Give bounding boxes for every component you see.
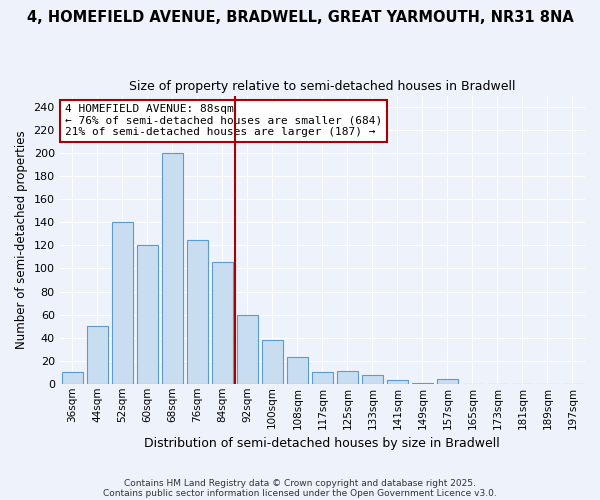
Bar xyxy=(337,371,358,384)
Bar xyxy=(236,314,258,384)
Bar xyxy=(62,372,83,384)
Bar xyxy=(212,262,233,384)
Text: Contains HM Land Registry data © Crown copyright and database right 2025.: Contains HM Land Registry data © Crown c… xyxy=(124,478,476,488)
Bar xyxy=(161,153,183,384)
Title: Size of property relative to semi-detached houses in Bradwell: Size of property relative to semi-detach… xyxy=(129,80,515,93)
Text: 4 HOMEFIELD AVENUE: 88sqm
← 76% of semi-detached houses are smaller (684)
21% of: 4 HOMEFIELD AVENUE: 88sqm ← 76% of semi-… xyxy=(65,104,382,138)
Bar xyxy=(287,357,308,384)
Bar xyxy=(437,379,458,384)
Bar xyxy=(362,374,383,384)
Bar xyxy=(112,222,133,384)
Bar xyxy=(137,246,158,384)
Bar xyxy=(412,382,433,384)
Bar xyxy=(262,340,283,384)
X-axis label: Distribution of semi-detached houses by size in Bradwell: Distribution of semi-detached houses by … xyxy=(145,437,500,450)
Bar xyxy=(187,240,208,384)
Text: Contains public sector information licensed under the Open Government Licence v3: Contains public sector information licen… xyxy=(103,488,497,498)
Bar xyxy=(312,372,333,384)
Text: 4, HOMEFIELD AVENUE, BRADWELL, GREAT YARMOUTH, NR31 8NA: 4, HOMEFIELD AVENUE, BRADWELL, GREAT YAR… xyxy=(26,10,574,25)
Bar xyxy=(86,326,108,384)
Bar xyxy=(387,380,408,384)
Y-axis label: Number of semi-detached properties: Number of semi-detached properties xyxy=(15,130,28,349)
